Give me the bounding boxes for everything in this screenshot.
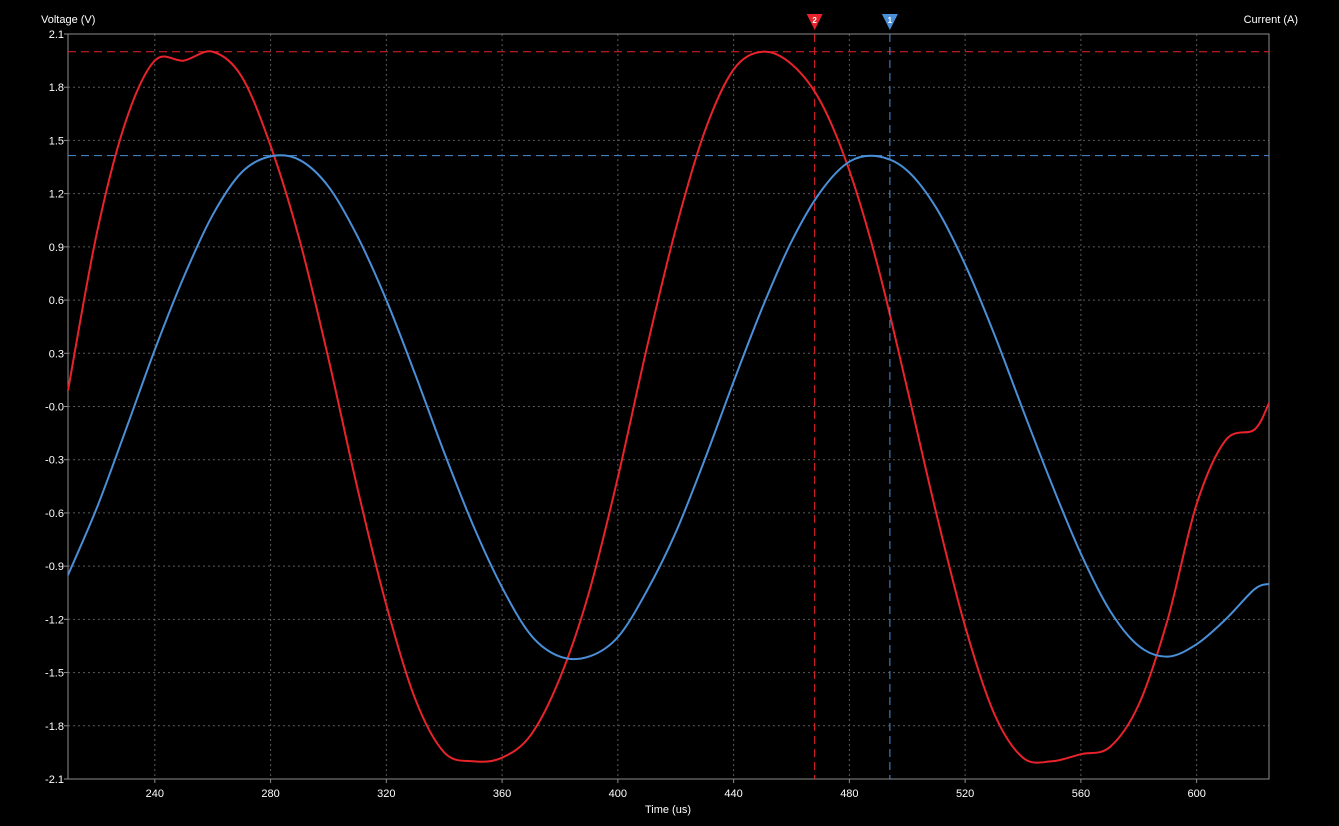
y-tick-label: -0.0 [45, 402, 64, 414]
series-layer [67, 50, 1270, 764]
series-line-red [67, 50, 1270, 764]
y-tick-labels: 2.1 1.8 1.5 1.2 0.9 0.6 0.3 -0.0 -0.3 -0.6 -0.9 -1.… [45, 29, 64, 786]
series-line-blue [67, 154, 1270, 661]
x-axis-title: Time (us) [645, 804, 691, 816]
cursor-marker-2[interactable] [806, 14, 823, 30]
y-tick-label: -1.2 [45, 614, 64, 626]
plot-frame [67, 33, 1270, 780]
cursor-marker-label: 1 [888, 16, 893, 25]
cursor-level-lines [68, 51, 1269, 157]
y-tick-label: 0.6 [49, 295, 64, 307]
cursor-marker-1[interactable] [881, 14, 898, 30]
x-tick-label: 600 [1187, 788, 1205, 800]
x-tick-label: 240 [146, 788, 164, 800]
x-tick-label: 440 [724, 788, 742, 800]
grid-lines [64, 33, 1269, 783]
y-tick-label: -0.3 [45, 455, 64, 467]
x-tick-label: 520 [956, 788, 974, 800]
y-tick-label: 1.5 [49, 135, 64, 147]
y-tick-label: 1.8 [49, 82, 64, 94]
y-tick-label: -0.9 [45, 561, 64, 573]
y-tick-label: -1.8 [45, 721, 64, 733]
x-tick-label: 320 [377, 788, 395, 800]
y-tick-label: -2.1 [45, 774, 64, 786]
x-tick-label: 400 [609, 788, 627, 800]
y-tick-label: 0.9 [49, 242, 64, 254]
x-tick-labels: 240 280 320 360 400 440 480 520 560 600 [146, 788, 1206, 800]
x-tick-label: 480 [840, 788, 858, 800]
y-tick-label: 2.1 [49, 29, 64, 41]
cursor-marker-label: 2 [812, 16, 817, 25]
y-axis-title-right: Current (A) [1244, 14, 1298, 26]
x-tick-label: 560 [1072, 788, 1090, 800]
x-tick-label: 360 [493, 788, 511, 800]
y-tick-label: 1.2 [49, 189, 64, 201]
y-tick-label: 0.3 [49, 348, 64, 360]
y-tick-label: -1.5 [45, 668, 64, 680]
y-tick-label: -0.6 [45, 508, 64, 520]
y-axis-title-left: Voltage (V) [41, 14, 95, 26]
x-tick-label: 280 [261, 788, 279, 800]
